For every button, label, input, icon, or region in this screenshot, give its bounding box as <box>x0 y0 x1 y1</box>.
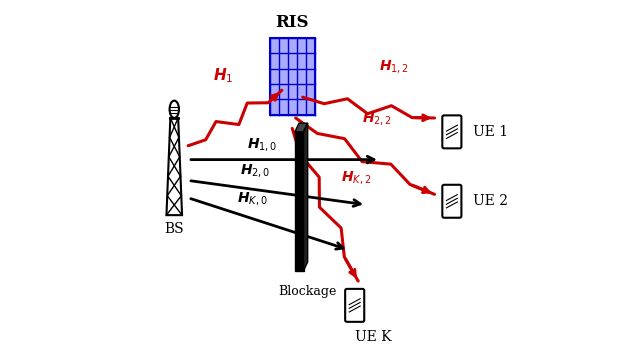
Text: Blockage: Blockage <box>278 285 337 297</box>
Text: $\boldsymbol{H}_{1,2}$: $\boldsymbol{H}_{1,2}$ <box>379 58 409 75</box>
Text: $\boldsymbol{H}_{2,2}$: $\boldsymbol{H}_{2,2}$ <box>362 110 392 127</box>
Polygon shape <box>295 123 308 132</box>
Text: $\boldsymbol{H}_{K,2}$: $\boldsymbol{H}_{K,2}$ <box>341 169 371 186</box>
FancyBboxPatch shape <box>442 185 461 218</box>
Polygon shape <box>303 123 308 271</box>
Text: $\boldsymbol{H}_{K,0}$: $\boldsymbol{H}_{K,0}$ <box>237 190 268 207</box>
Text: UE 2: UE 2 <box>473 194 508 208</box>
Bar <box>269 38 315 115</box>
FancyBboxPatch shape <box>345 289 364 322</box>
Bar <box>295 132 303 271</box>
Text: $\boldsymbol{H}_{2,0}$: $\boldsymbol{H}_{2,0}$ <box>240 162 271 179</box>
FancyBboxPatch shape <box>442 115 461 149</box>
Text: $\boldsymbol{H}_1$: $\boldsymbol{H}_1$ <box>212 66 233 85</box>
Text: UE 1: UE 1 <box>473 125 508 139</box>
Text: RIS: RIS <box>275 14 309 31</box>
Text: $\boldsymbol{H}_{1,0}$: $\boldsymbol{H}_{1,0}$ <box>247 136 278 153</box>
Text: BS: BS <box>164 222 184 236</box>
Text: UE K: UE K <box>355 330 391 344</box>
